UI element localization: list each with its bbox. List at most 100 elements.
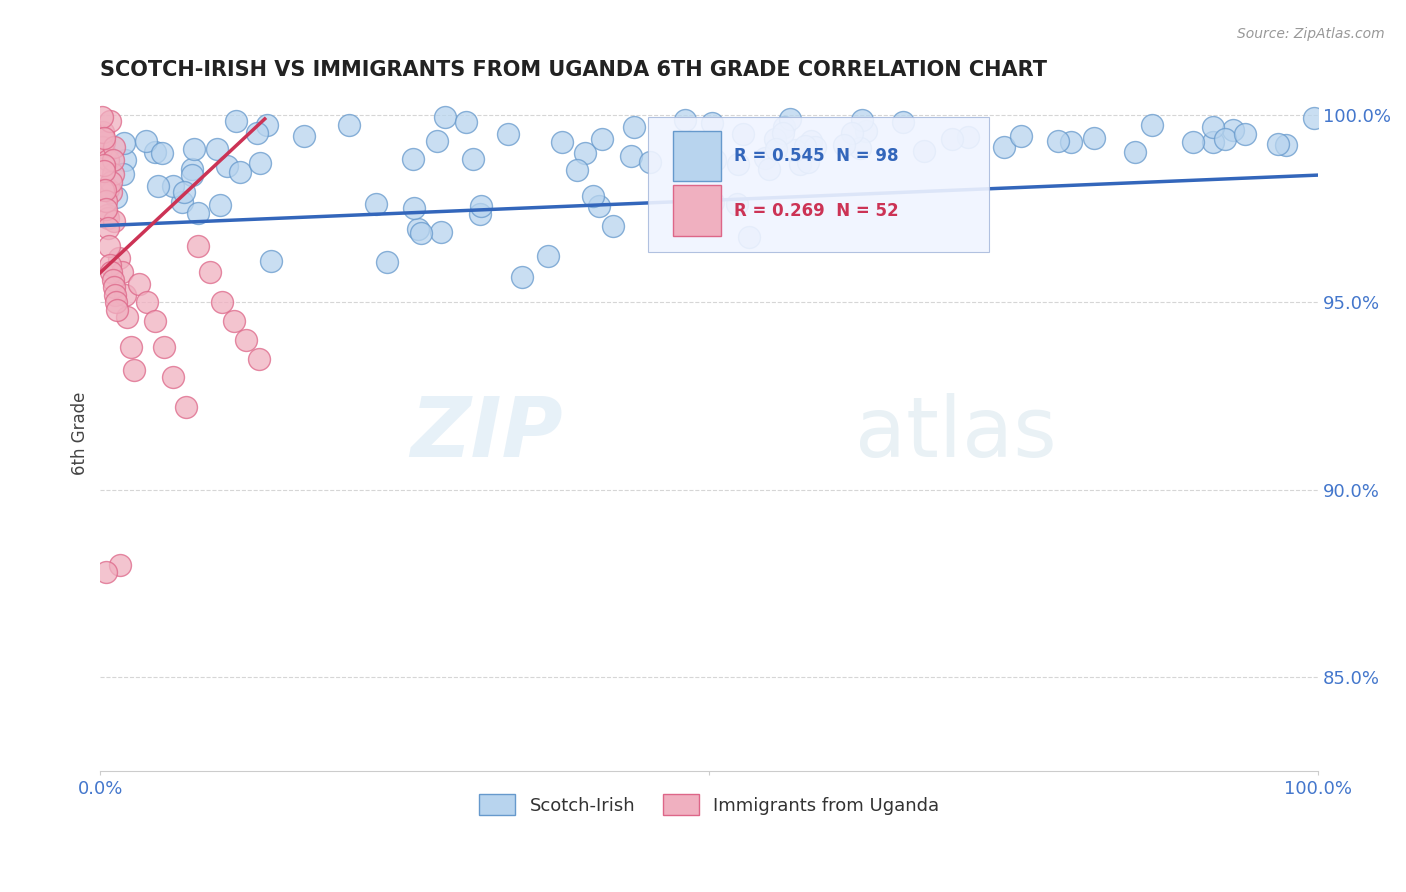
Point	[702, 194, 724, 209]
Point	[1267, 136, 1289, 151]
Point	[796, 154, 818, 169]
Point	[173, 186, 195, 200]
Point	[108, 558, 131, 572]
Text: atlas: atlas	[855, 393, 1057, 474]
Point	[143, 145, 166, 160]
Point	[104, 288, 127, 302]
Point	[849, 141, 872, 155]
Point	[174, 401, 197, 415]
Point	[128, 277, 150, 291]
Point	[224, 314, 246, 328]
Point	[103, 214, 125, 228]
Point	[135, 295, 157, 310]
Point	[187, 205, 209, 219]
Point	[101, 167, 124, 181]
Point	[180, 161, 202, 176]
Point	[97, 239, 120, 253]
Point	[591, 132, 613, 146]
Point	[98, 258, 121, 272]
Point	[101, 153, 124, 167]
Point	[101, 273, 124, 287]
Point	[758, 162, 780, 177]
Text: SCOTCH-IRISH VS IMMIGRANTS FROM UGANDA 6TH GRADE CORRELATION CHART: SCOTCH-IRISH VS IMMIGRANTS FROM UGANDA 6…	[100, 60, 1047, 79]
Point	[97, 153, 120, 168]
Point	[550, 135, 572, 149]
Point	[91, 125, 114, 139]
Point	[574, 145, 596, 160]
Point	[1046, 134, 1069, 148]
Point	[100, 175, 122, 189]
Text: R = 0.269  N = 52: R = 0.269 N = 52	[734, 202, 898, 219]
Point	[375, 254, 398, 268]
Point	[103, 280, 125, 294]
Point	[124, 363, 146, 377]
Point	[496, 128, 519, 142]
Text: Source: ZipAtlas.com: Source: ZipAtlas.com	[1237, 27, 1385, 41]
Point	[162, 370, 184, 384]
Point	[111, 265, 134, 279]
Point	[207, 143, 229, 157]
Point	[779, 112, 801, 126]
Point	[146, 179, 169, 194]
Point	[187, 239, 209, 253]
Point	[565, 163, 588, 178]
Point	[235, 333, 257, 347]
FancyBboxPatch shape	[672, 186, 721, 236]
Point	[456, 115, 478, 129]
Point	[588, 199, 610, 213]
Point	[602, 219, 624, 233]
Point	[260, 253, 283, 268]
Point	[225, 113, 247, 128]
Point	[993, 139, 1015, 153]
Point	[1181, 135, 1204, 149]
Point	[98, 114, 121, 128]
Point	[150, 146, 173, 161]
Legend: Scotch-Irish, Immigrants from Uganda: Scotch-Irish, Immigrants from Uganda	[472, 787, 946, 822]
Point	[93, 158, 115, 172]
Point	[1083, 131, 1105, 145]
Point	[1233, 127, 1256, 141]
Point	[90, 140, 112, 154]
Point	[100, 185, 122, 199]
Point	[111, 167, 134, 181]
Point	[1215, 132, 1237, 146]
Point	[107, 251, 129, 265]
Point	[941, 132, 963, 146]
Point	[93, 135, 115, 149]
Point	[673, 113, 696, 128]
Point	[832, 138, 855, 153]
Point	[93, 131, 115, 145]
Point	[180, 168, 202, 182]
Point	[337, 119, 360, 133]
Point	[120, 340, 142, 354]
Point	[215, 159, 238, 173]
Point	[754, 152, 776, 166]
Point	[256, 119, 278, 133]
Point	[789, 157, 811, 171]
Point	[1140, 118, 1163, 132]
Point	[1060, 135, 1083, 149]
Point	[582, 188, 605, 202]
Point	[429, 225, 451, 239]
Point	[891, 114, 914, 128]
Point	[209, 197, 232, 211]
Point	[143, 314, 166, 328]
Text: ZIP: ZIP	[411, 393, 564, 474]
Point	[409, 226, 432, 240]
Point	[1202, 136, 1225, 150]
Point	[623, 120, 645, 135]
Point	[93, 164, 115, 178]
Point	[90, 128, 112, 143]
Point	[100, 265, 122, 279]
FancyBboxPatch shape	[672, 131, 721, 181]
Point	[97, 182, 120, 196]
Point	[96, 208, 118, 222]
Point	[841, 126, 863, 140]
Point	[765, 142, 787, 156]
Point	[112, 136, 135, 151]
Point	[198, 265, 221, 279]
Point	[620, 149, 643, 163]
Point	[247, 351, 270, 366]
Point	[402, 201, 425, 215]
Point	[294, 129, 316, 144]
